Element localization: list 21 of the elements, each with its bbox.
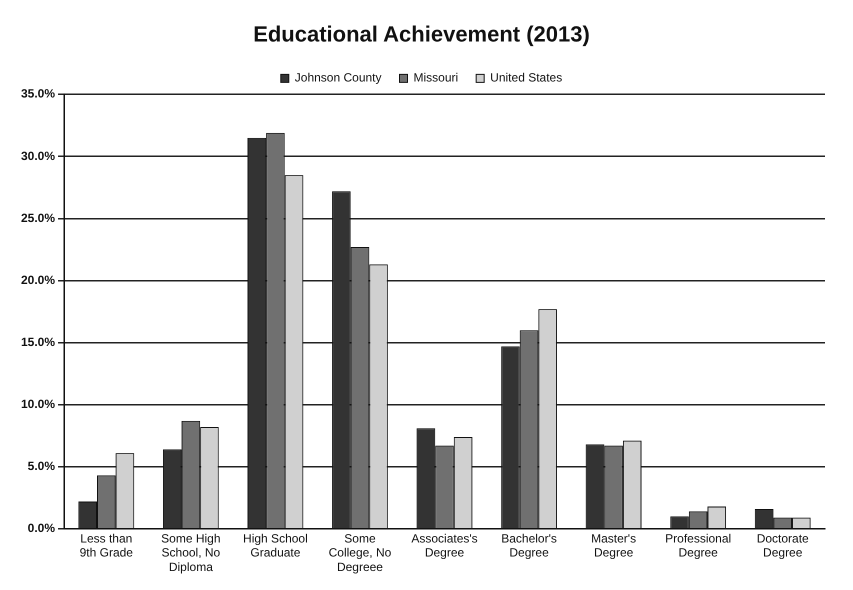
x-tick-label: Less than 9th Grade	[80, 531, 134, 560]
x-tick-label: Associates's Degree	[411, 531, 478, 560]
legend-label: Missouri	[414, 70, 458, 85]
y-tick-label: 30.0%	[20, 148, 56, 163]
x-tick-label: High School Graduate	[243, 531, 308, 560]
legend-label: Johnson County	[294, 70, 382, 85]
y-tick-label: 5.0%	[28, 459, 56, 474]
x-tick-label: Bachelor's Degree	[501, 531, 557, 560]
x-tick-label: Doctorate Degree	[756, 531, 810, 560]
y-tick-label: 35.0%	[20, 86, 56, 101]
y-tick-label: 0.0%	[28, 521, 56, 536]
chart-title: Educational Achievement (2013)	[253, 21, 590, 46]
legend-label: United States	[490, 70, 562, 85]
x-tick-label: Some College, No Degreee	[328, 531, 392, 574]
y-tick-label: 10.0%	[20, 397, 56, 411]
x-tick-label: Master's Degree	[591, 531, 636, 560]
x-tick-label: Professional Degree	[665, 531, 732, 560]
x-tick-label: Some High School, No Diploma	[161, 531, 221, 574]
y-tick-label: 25.0%	[20, 210, 56, 225]
y-tick-label: 15.0%	[20, 334, 56, 349]
y-tick-label: 20.0%	[20, 272, 56, 287]
